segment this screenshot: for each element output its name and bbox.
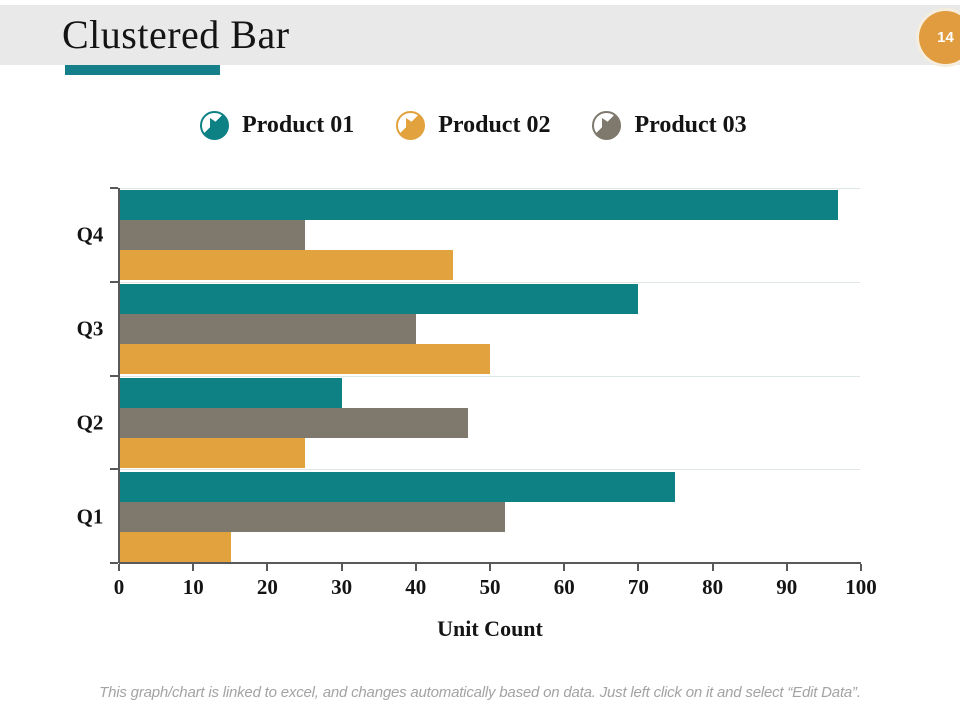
page-number-badge: 14 <box>919 11 960 64</box>
x-axis-line <box>119 562 861 564</box>
x-axis-tick-label: 100 <box>845 575 877 599</box>
legend-label: Product 03 <box>634 112 747 138</box>
category-label-q2: Q2 <box>76 410 104 435</box>
x-axis-tick-label: 20 <box>256 575 278 599</box>
bar-product-01-q3 <box>120 284 638 315</box>
category-label-q4: Q4 <box>76 222 104 247</box>
category-label-q3: Q3 <box>76 316 104 341</box>
bar-product-01-q2 <box>120 377 342 408</box>
bar-product-02-q3 <box>120 344 490 375</box>
x-axis-title: Unit Count <box>437 616 543 641</box>
x-axis-tick <box>637 564 640 571</box>
y-axis-tick <box>110 562 118 564</box>
header-band <box>0 5 960 65</box>
legend-item-product-01: Product 01 <box>200 111 354 140</box>
x-axis-tick <box>489 564 491 571</box>
y-axis-tick <box>110 374 118 377</box>
x-axis-tick-label: 50 <box>479 575 501 599</box>
bar-product-03-q4 <box>120 220 305 251</box>
x-axis-tick <box>340 564 343 571</box>
x-axis-tick-label: 70 <box>627 575 649 599</box>
legend-label: Product 02 <box>438 112 551 138</box>
title-accent-underline <box>65 65 220 75</box>
x-axis-tick-label: 10 <box>182 575 204 599</box>
x-axis-tick <box>118 564 120 571</box>
x-axis-tick-label: 90 <box>776 575 798 599</box>
x-axis-tick <box>860 564 862 571</box>
bar-product-02-q1 <box>120 531 231 562</box>
x-axis-tick-label: 60 <box>553 575 575 599</box>
cluster-row-q4: Q4 <box>77 188 860 282</box>
chart-legend: Product 01 Product 02 Product 03 <box>200 111 747 140</box>
x-axis-tick-label: 80 <box>702 575 724 599</box>
y-axis-tick <box>110 468 118 471</box>
category-label-q1: Q1 <box>76 504 104 529</box>
legend-label: Product 01 <box>242 112 355 138</box>
footer-note: This graph/chart is linked to excel, and… <box>99 684 861 701</box>
x-axis-tick-label: 30 <box>331 575 353 599</box>
bar-product-03-q2 <box>120 407 468 438</box>
page-title: Clustered Bar <box>62 12 290 57</box>
x-axis-tick <box>711 564 714 571</box>
x-axis-tick <box>563 564 566 571</box>
x-axis-tick <box>414 564 417 571</box>
clustered-bar-chart[interactable]: Q4 Q3 Q2 Q1 <box>77 187 860 564</box>
cluster-row-q2: Q2 <box>77 375 860 470</box>
bar-product-01-q4 <box>120 190 838 221</box>
x-axis-tick <box>192 564 195 571</box>
y-axis-line <box>118 188 120 563</box>
y-axis-tick <box>110 187 118 189</box>
bar-product-02-q2 <box>120 437 305 468</box>
play-circle-icon <box>396 111 426 140</box>
bar-product-03-q3 <box>120 314 416 345</box>
x-axis-tick-label: 0 <box>113 575 125 599</box>
x-axis: 0 10 20 30 40 50 60 70 80 90 100 <box>114 562 877 602</box>
legend-item-product-03: Product 03 <box>592 111 747 140</box>
cluster-row-q3: Q3 <box>77 281 860 376</box>
x-axis-tick <box>785 564 788 571</box>
y-axis-tick <box>110 280 118 283</box>
x-axis-tick <box>266 564 269 571</box>
legend-item-product-02: Product 02 <box>396 111 550 140</box>
bar-product-02-q4 <box>120 250 453 281</box>
cluster-row-q1: Q1 <box>77 469 860 563</box>
bar-product-03-q1 <box>120 501 505 532</box>
page-number: 14 <box>937 29 954 46</box>
play-circle-icon <box>592 111 622 140</box>
bar-product-01-q1 <box>120 471 675 502</box>
x-axis-tick-label: 40 <box>405 575 427 599</box>
play-circle-icon <box>200 111 229 140</box>
